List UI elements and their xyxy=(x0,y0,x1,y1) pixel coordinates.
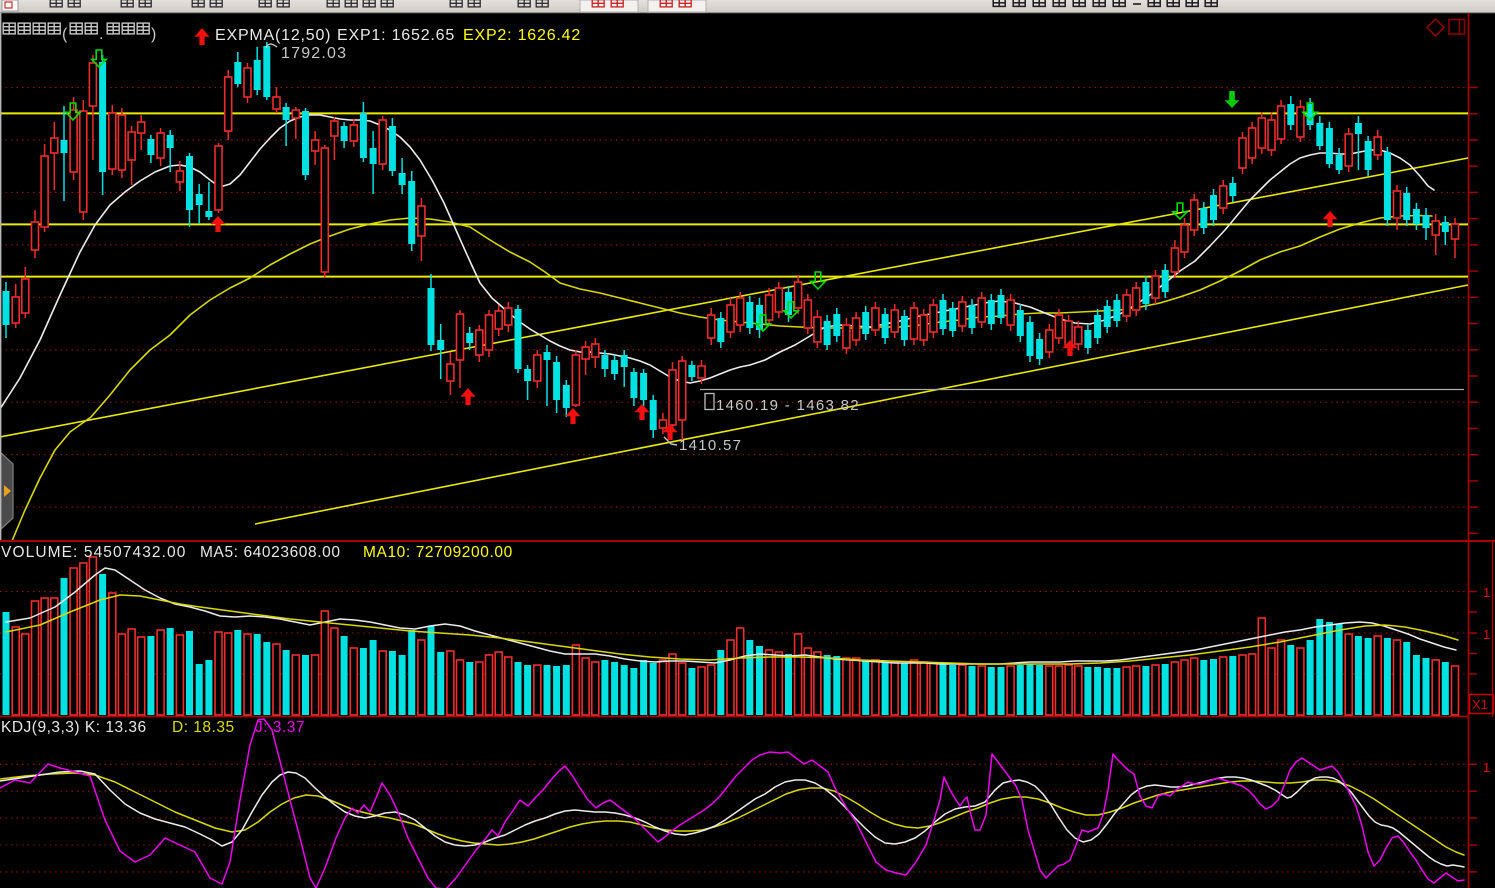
svg-text:1: 1 xyxy=(1483,760,1490,775)
svg-text:(: ( xyxy=(62,26,68,43)
svg-text:MA5: 64023608.00: MA5: 64023608.00 xyxy=(200,544,341,561)
svg-text:.: . xyxy=(99,26,103,43)
svg-text:): ) xyxy=(151,26,156,43)
svg-text:EXP2: 1626.42: EXP2: 1626.42 xyxy=(463,27,581,44)
svg-text:KDJ(9,3,3) K: 13.36: KDJ(9,3,3) K: 13.36 xyxy=(1,719,147,736)
svg-text:1: 1 xyxy=(1483,627,1490,642)
svg-text:X1: X1 xyxy=(1472,697,1488,712)
svg-text:EXP1: 1652.65: EXP1: 1652.65 xyxy=(337,27,455,44)
svg-text:1460.19 - 1463.82: 1460.19 - 1463.82 xyxy=(716,397,860,414)
svg-text:1792.03: 1792.03 xyxy=(281,45,347,62)
svg-text:MA10: 72709200.00: MA10: 72709200.00 xyxy=(363,544,513,561)
svg-text:1: 1 xyxy=(1483,585,1490,600)
svg-text:1410.57: 1410.57 xyxy=(679,437,742,454)
svg-text:EXPMA(12,50): EXPMA(12,50) xyxy=(215,27,331,44)
svg-text:VOLUME: 54507432.00: VOLUME: 54507432.00 xyxy=(1,544,186,561)
svg-text:D: 18.35: D: 18.35 xyxy=(172,719,235,736)
svg-text:J: 3.37: J: 3.37 xyxy=(255,719,305,736)
